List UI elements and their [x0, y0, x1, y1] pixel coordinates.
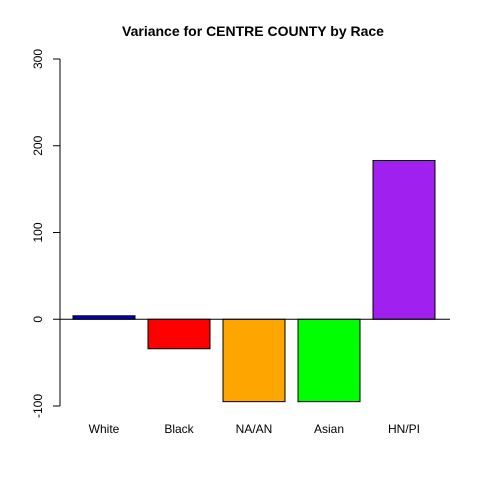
x-axis-labels: White Black NA/AN Asian HN/PI — [89, 422, 420, 436]
bar-white — [72, 315, 136, 320]
x-tick-label: Black — [164, 422, 194, 436]
bar-na-an — [222, 318, 286, 403]
x-tick-label: HN/PI — [388, 422, 420, 436]
bar-asian — [297, 318, 361, 403]
y-tick-label: -100 — [31, 394, 45, 418]
y-tick-label: 300 — [31, 49, 45, 69]
x-tick-label: NA/AN — [236, 422, 273, 436]
y-tick-label: 100 — [31, 222, 45, 242]
x-tick-label: Asian — [314, 422, 344, 436]
y-axis: -100 0 100 200 300 — [31, 49, 61, 418]
bars — [60, 159, 450, 403]
chart-title: Variance for CENTRE COUNTY by Race — [122, 23, 384, 39]
bar-black — [147, 318, 211, 350]
y-tick-label: 0 — [31, 316, 45, 323]
bar-hn-pi — [372, 159, 436, 320]
y-tick-label: 200 — [31, 135, 45, 155]
x-tick-label: White — [89, 422, 120, 436]
